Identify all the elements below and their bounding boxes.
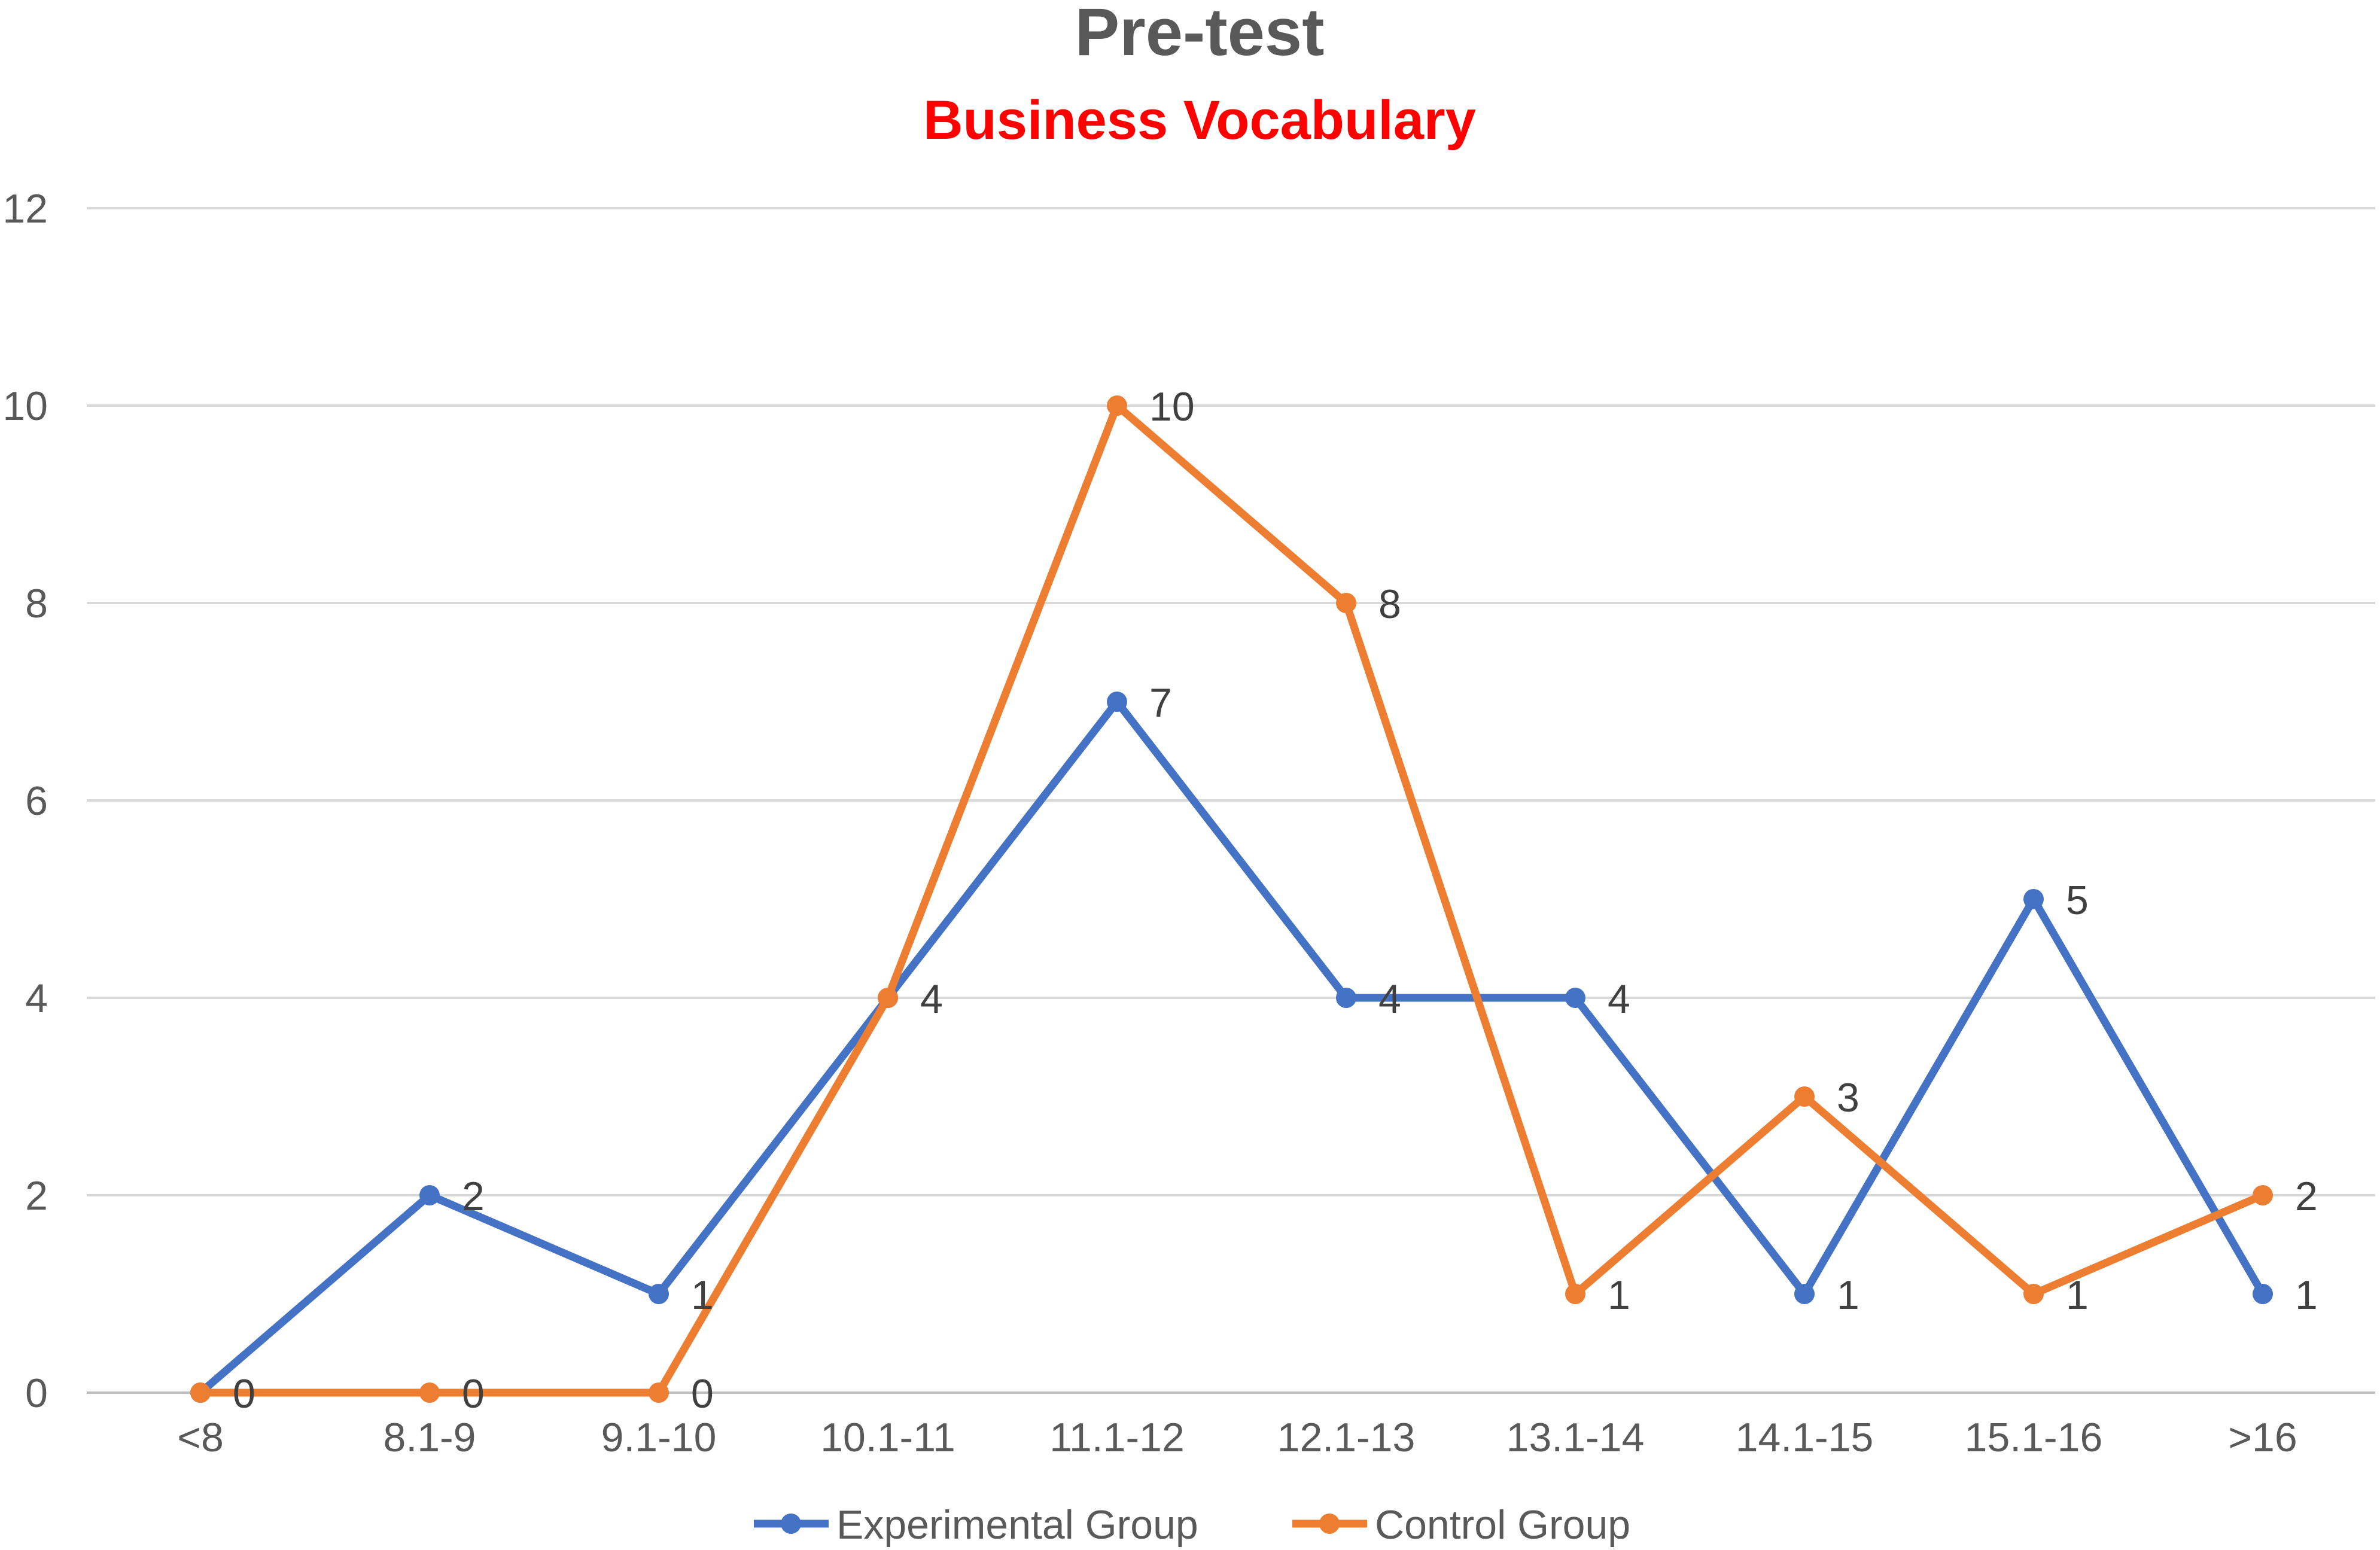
x-tick-label: 9.1-10 bbox=[601, 1415, 717, 1460]
y-tick-label: 12 bbox=[2, 186, 48, 232]
legend-item-experimental-group: Experimental Group bbox=[754, 1502, 1198, 1548]
x-tick-label: <8 bbox=[177, 1415, 224, 1460]
data-label: 0 bbox=[462, 1371, 485, 1417]
data-label: 1 bbox=[2295, 1272, 2318, 1318]
y-tick-label: 6 bbox=[25, 778, 48, 824]
data-label: 0 bbox=[233, 1371, 255, 1417]
data-point bbox=[1107, 692, 1127, 712]
data-point bbox=[2253, 1284, 2273, 1304]
data-label: 1 bbox=[2066, 1272, 2089, 1318]
data-point bbox=[419, 1382, 440, 1403]
y-axis-tick-labels: 0 2 4 6 8 10 12 bbox=[2, 186, 48, 1416]
data-label: 5 bbox=[2066, 878, 2089, 923]
series-line bbox=[196, 401, 2267, 1397]
legend: Experimental Group Control Group bbox=[754, 1502, 1630, 1548]
x-tick-label: 10.1-11 bbox=[820, 1415, 955, 1460]
data-point bbox=[649, 1382, 669, 1403]
x-axis-tick-labels: <8 8.1-9 9.1-10 10.1-11 11.1-12 12.1-13 13.1-1… bbox=[177, 1415, 2297, 1460]
y-tick-label: 10 bbox=[2, 383, 48, 429]
data-label: 4 bbox=[1608, 976, 1630, 1022]
chart-title: Pre-test bbox=[1075, 0, 1324, 69]
data-label: 4 bbox=[920, 976, 943, 1022]
x-tick-label: 13.1-14 bbox=[1506, 1415, 1645, 1460]
y-tick-label: 8 bbox=[25, 581, 48, 626]
data-point bbox=[1336, 988, 1356, 1008]
data-label: 1 bbox=[1837, 1272, 1859, 1318]
x-tick-label: 15.1-16 bbox=[1965, 1415, 2103, 1460]
data-label: 4 bbox=[1378, 976, 1401, 1022]
data-point bbox=[2023, 1284, 2044, 1304]
legend-marker bbox=[781, 1514, 801, 1534]
legend-label: Control Group bbox=[1375, 1502, 1630, 1548]
data-label: 1 bbox=[1608, 1272, 1630, 1318]
series-line bbox=[196, 698, 2267, 1397]
y-tick-label: 4 bbox=[25, 976, 48, 1021]
data-point bbox=[1336, 593, 1356, 613]
x-tick-label: 8.1-9 bbox=[384, 1415, 476, 1460]
series-lines bbox=[190, 395, 2273, 1403]
data-label: 4 bbox=[920, 976, 943, 1022]
data-point bbox=[2253, 1185, 2273, 1205]
data-point bbox=[419, 1185, 440, 1205]
chart-subtitle: Business Vocabulary bbox=[923, 90, 1476, 151]
data-point bbox=[649, 1284, 669, 1304]
data-point bbox=[2023, 889, 2044, 909]
legend-label: Experimental Group bbox=[836, 1502, 1198, 1548]
data-point bbox=[1107, 395, 1127, 416]
data-point bbox=[1565, 1284, 1585, 1304]
series-control-group bbox=[190, 395, 2273, 1403]
data-label: 1 bbox=[691, 1272, 714, 1318]
series-experimental-group bbox=[190, 692, 2273, 1403]
gridlines bbox=[87, 207, 2375, 1394]
data-point bbox=[190, 1382, 211, 1403]
data-point bbox=[878, 988, 898, 1008]
data-label: 0 bbox=[691, 1371, 714, 1417]
data-label: 0 bbox=[233, 1371, 255, 1417]
legend-item-control-group: Control Group bbox=[1292, 1502, 1630, 1548]
x-tick-label: 11.1-12 bbox=[1049, 1415, 1185, 1460]
x-tick-label: 14.1-15 bbox=[1736, 1415, 1874, 1460]
data-label: 10 bbox=[1149, 384, 1195, 430]
legend-marker bbox=[1319, 1514, 1340, 1534]
data-point bbox=[1794, 1284, 1815, 1304]
data-label: 7 bbox=[1149, 680, 1172, 726]
x-tick-label: 12.1-13 bbox=[1277, 1415, 1416, 1460]
data-point bbox=[1565, 988, 1585, 1008]
y-tick-label: 0 bbox=[25, 1371, 48, 1416]
data-label: 8 bbox=[1378, 581, 1401, 627]
y-tick-label: 2 bbox=[25, 1173, 48, 1219]
x-tick-label: >16 bbox=[2228, 1415, 2297, 1460]
data-label: 2 bbox=[462, 1174, 485, 1219]
data-point bbox=[1794, 1086, 1815, 1107]
data-label: 2 bbox=[2295, 1174, 2318, 1219]
data-label: 3 bbox=[1837, 1075, 1859, 1120]
